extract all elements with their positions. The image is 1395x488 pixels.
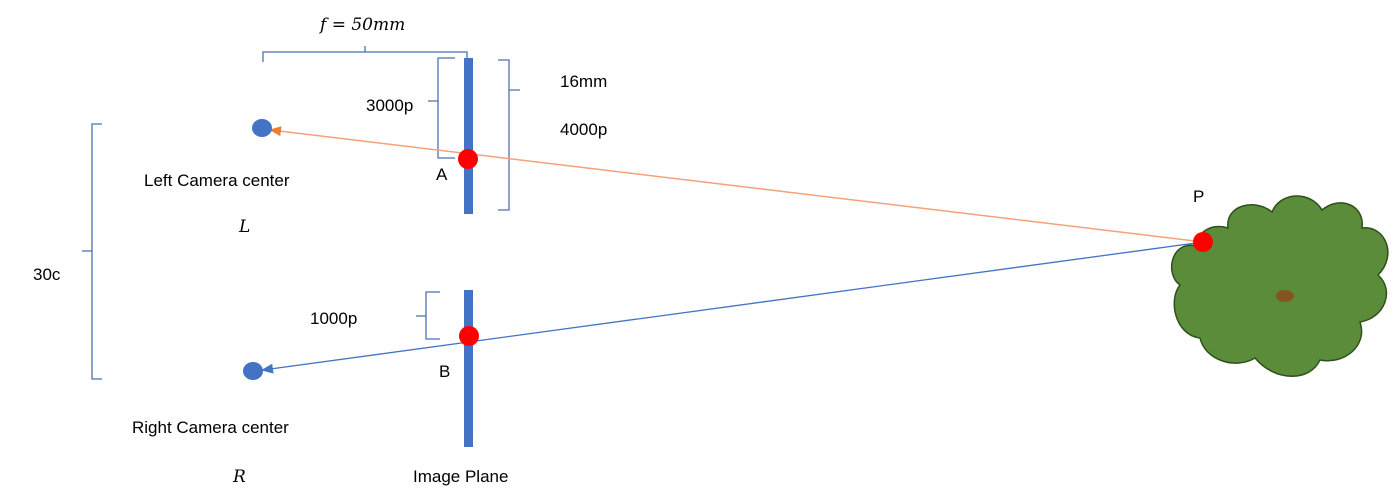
baseline-label: 30c xyxy=(33,265,61,284)
sensor-px-label: 4000p xyxy=(560,120,607,139)
offset-right-label: 1000p xyxy=(310,309,357,328)
point-a-marker xyxy=(458,149,478,169)
offset-left-brace xyxy=(428,57,455,159)
right-camera-symbol: R xyxy=(232,467,246,487)
sensor-size-brace xyxy=(498,59,520,211)
tree-icon xyxy=(1170,195,1389,377)
right-ray xyxy=(261,241,1204,374)
left-camera-center xyxy=(252,119,272,137)
point-b-marker xyxy=(459,326,479,346)
point-p-marker xyxy=(1193,232,1213,252)
left-ray xyxy=(269,126,1204,243)
point-a-label: A xyxy=(436,165,448,184)
left-camera-symbol: L xyxy=(238,217,250,237)
focal-length-label: f = 50mm xyxy=(318,15,405,35)
sensor-mm-label: 16mm xyxy=(560,72,607,91)
upper-image-plane xyxy=(464,58,473,214)
offset-right-brace xyxy=(416,291,440,340)
offset-left-label: 3000p xyxy=(366,96,413,115)
image-plane-label: Image Plane xyxy=(413,467,508,486)
focal-length-brace xyxy=(262,46,468,62)
point-b-label: B xyxy=(439,362,450,381)
baseline-brace xyxy=(82,123,102,380)
right-camera-center xyxy=(243,362,263,380)
point-p-label: P xyxy=(1193,187,1204,206)
left-camera-label: Left Camera center xyxy=(144,171,290,190)
right-camera-label: Right Camera center xyxy=(132,418,289,437)
lower-image-plane xyxy=(464,290,473,447)
